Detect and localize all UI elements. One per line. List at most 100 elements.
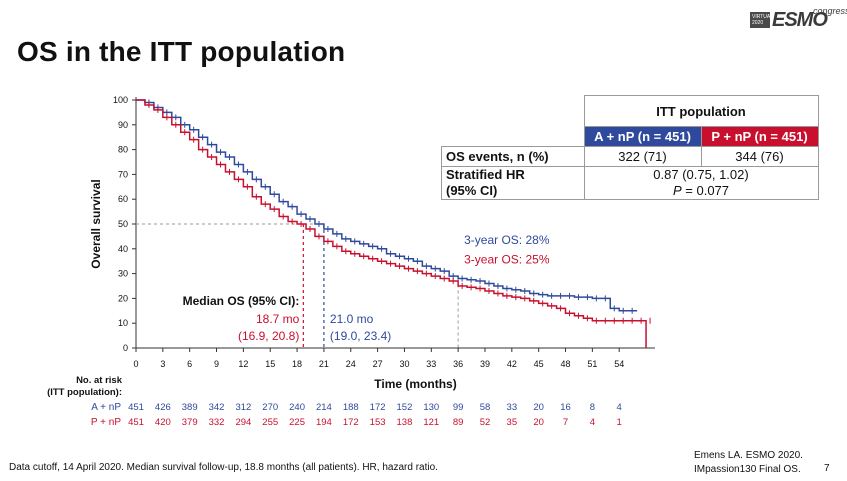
- at-risk-value: 33: [507, 402, 518, 413]
- hr-label: Stratified HR (95% CI): [441, 166, 585, 200]
- at-risk-subtitle: (ITT population):: [47, 387, 122, 398]
- x-tick-label: 30: [399, 359, 409, 369]
- at-risk-row-label: A + nP: [91, 402, 121, 413]
- three-year-a-label: 3-year OS: 28%: [464, 233, 550, 247]
- at-risk-value: 188: [343, 402, 359, 413]
- at-risk-value: 172: [370, 402, 386, 413]
- y-tick-label: 20: [118, 293, 128, 303]
- x-tick-label: 12: [238, 359, 248, 369]
- at-risk-value: 420: [155, 417, 171, 428]
- at-risk-value: 99: [453, 402, 464, 413]
- at-risk-value: 7: [563, 417, 568, 428]
- table-arm-a-header: A + nP (n = 451): [583, 126, 702, 147]
- hr-label-line1: Stratified HR: [446, 167, 525, 182]
- y-axis-label: Overall survival: [89, 179, 103, 268]
- x-tick-label: 27: [373, 359, 383, 369]
- at-risk-value: 255: [262, 417, 278, 428]
- x-tick-label: 18: [292, 359, 302, 369]
- citation: Emens LA. ESMO 2020. IMpassion130 Final …: [694, 449, 803, 477]
- y-tick-label: 60: [118, 194, 128, 204]
- y-tick-label: 90: [118, 120, 128, 130]
- p-value-rest: = 0.077: [681, 183, 730, 198]
- at-risk-title: No. at risk: [76, 375, 123, 386]
- itt-results-table: ITT population A + nP (n = 451) P + nP (…: [441, 95, 819, 200]
- y-tick-label: 0: [123, 343, 128, 353]
- citation-line1: Emens LA. ESMO 2020.: [694, 450, 803, 461]
- at-risk-value: 342: [209, 402, 225, 413]
- p-symbol: P: [672, 183, 682, 198]
- at-risk-value: 389: [182, 402, 198, 413]
- at-risk-value: 240: [289, 402, 305, 413]
- x-tick-label: 24: [346, 359, 356, 369]
- median-label: Median OS (95% CI):: [183, 294, 300, 308]
- at-risk-value: 130: [423, 402, 439, 413]
- median-p-ci: (16.9, 20.8): [238, 329, 299, 343]
- x-tick-label: 51: [587, 359, 597, 369]
- x-tick-label: 39: [480, 359, 490, 369]
- y-tick-label: 10: [118, 318, 128, 328]
- at-risk-value: 270: [262, 402, 278, 413]
- x-tick-label: 3: [160, 359, 165, 369]
- x-tick-label: 9: [214, 359, 219, 369]
- at-risk-value: 58: [480, 402, 491, 413]
- y-tick-label: 80: [118, 145, 128, 155]
- at-risk-value: 20: [533, 402, 544, 413]
- at-risk-value: 172: [343, 417, 359, 428]
- logo-suffix: congress: [813, 6, 847, 16]
- p-value: P = 0.077: [589, 183, 814, 199]
- median-a-ci: (19.0, 23.4): [330, 329, 391, 343]
- at-risk-value: 225: [289, 417, 305, 428]
- slide-title: OS in the ITT population: [17, 36, 346, 67]
- os-events-a: 322 (71): [583, 146, 702, 167]
- x-tick-label: 21: [319, 359, 329, 369]
- x-tick-label: 42: [507, 359, 517, 369]
- at-risk-value: 332: [209, 417, 225, 428]
- hr-value-line1: 0.87 (0.75, 1.02): [653, 167, 749, 182]
- at-risk-value: 1: [617, 417, 622, 428]
- table-arm-p-header: P + nP (n = 451): [700, 126, 819, 147]
- survival-curve-a: [136, 99, 638, 312]
- logo-brand: ESMO: [772, 9, 828, 31]
- at-risk-value: 214: [316, 402, 332, 413]
- x-tick-label: 15: [265, 359, 275, 369]
- x-tick-label: 54: [614, 359, 624, 369]
- at-risk-value: 4: [617, 402, 622, 413]
- hr-value: 0.87 (0.75, 1.02) P = 0.077: [583, 166, 819, 200]
- at-risk-value: 426: [155, 402, 171, 413]
- at-risk-row-label: P + nP: [91, 417, 121, 428]
- median-a-value: 21.0 mo: [330, 312, 374, 326]
- x-tick-label: 48: [561, 359, 571, 369]
- y-tick-label: 100: [113, 95, 128, 105]
- at-risk-value: 153: [370, 417, 386, 428]
- at-risk-value: 89: [453, 417, 464, 428]
- logo-badge: VIRTUAL 2020: [750, 12, 774, 28]
- y-tick-label: 50: [118, 219, 128, 229]
- hr-label-line2: (95% CI): [446, 183, 498, 198]
- at-risk-value: 4: [590, 417, 595, 428]
- at-risk-value: 194: [316, 417, 332, 428]
- x-tick-label: 36: [453, 359, 463, 369]
- at-risk-value: 8: [590, 402, 595, 413]
- at-risk-value: 451: [128, 417, 144, 428]
- at-risk-value: 16: [560, 402, 571, 413]
- table-group-header: ITT population: [583, 95, 819, 127]
- at-risk-value: 138: [397, 417, 413, 428]
- y-tick-label: 40: [118, 244, 128, 254]
- table-row: Stratified HR (95% CI) 0.87 (0.75, 1.02)…: [441, 166, 819, 200]
- at-risk-value: 379: [182, 417, 198, 428]
- x-tick-label: 45: [534, 359, 544, 369]
- footnote: Data cutoff, 14 April 2020. Median survi…: [9, 462, 438, 473]
- at-risk-value: 451: [128, 402, 144, 413]
- at-risk-value: 152: [397, 402, 413, 413]
- three-year-p-label: 3-year OS: 25%: [464, 253, 550, 267]
- at-risk-value: 294: [235, 417, 251, 428]
- x-axis-label: Time (months): [374, 377, 456, 391]
- y-tick-label: 70: [118, 169, 128, 179]
- at-risk-value: 35: [507, 417, 518, 428]
- at-risk-value: 52: [480, 417, 491, 428]
- median-p-value: 18.7 mo: [256, 312, 300, 326]
- os-events-label: OS events, n (%): [441, 146, 585, 167]
- esmo-logo: VIRTUAL 2020 ESMO congress: [750, 6, 847, 32]
- citation-line2: IMpassion130 Final OS.: [694, 464, 801, 475]
